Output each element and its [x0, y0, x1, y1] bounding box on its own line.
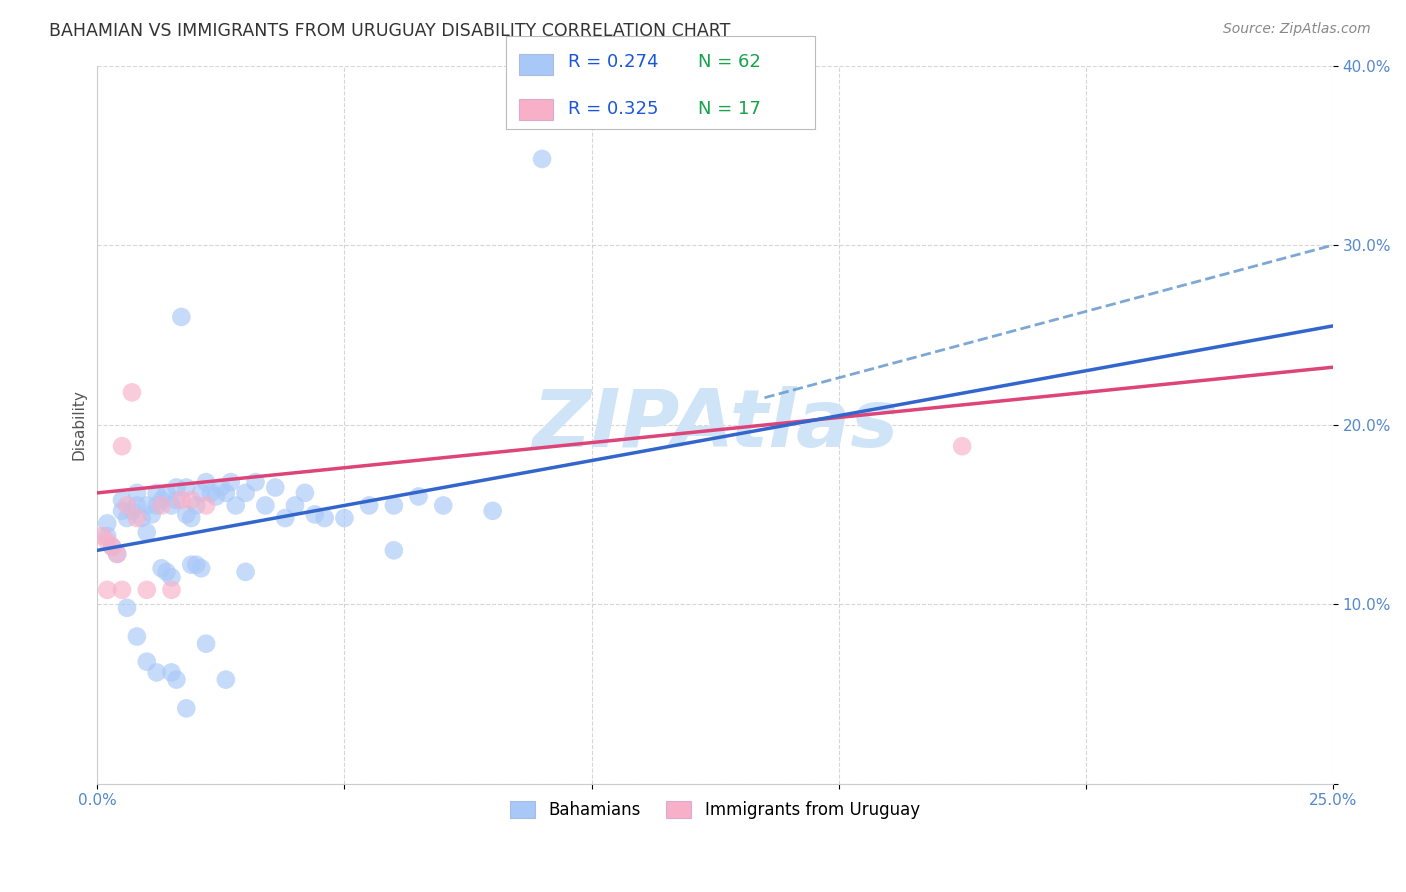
- Text: R = 0.325: R = 0.325: [568, 100, 658, 118]
- Point: [115, 511, 138, 525]
- Point: [96, 529, 118, 543]
- Point: [160, 499, 183, 513]
- Point: [111, 493, 134, 508]
- Point: [125, 499, 148, 513]
- Point: [115, 600, 138, 615]
- Point: [209, 481, 232, 495]
- Point: [141, 508, 163, 522]
- Text: R = 0.274: R = 0.274: [568, 53, 658, 70]
- Legend: Bahamians, Immigrants from Uruguay: Bahamians, Immigrants from Uruguay: [503, 794, 927, 826]
- Point: [180, 493, 202, 508]
- Point: [200, 486, 222, 500]
- Point: [531, 152, 554, 166]
- Point: [235, 565, 257, 579]
- Point: [245, 475, 267, 489]
- Point: [195, 499, 218, 513]
- Point: [205, 490, 228, 504]
- Point: [150, 493, 173, 508]
- Point: [111, 439, 134, 453]
- Text: N = 17: N = 17: [697, 100, 761, 118]
- Point: [190, 486, 212, 500]
- Point: [96, 582, 118, 597]
- Point: [190, 561, 212, 575]
- FancyBboxPatch shape: [519, 54, 553, 75]
- Point: [165, 493, 187, 508]
- Point: [180, 558, 202, 572]
- Point: [195, 475, 218, 489]
- Point: [176, 508, 198, 522]
- FancyBboxPatch shape: [519, 99, 553, 120]
- Point: [359, 499, 381, 513]
- Point: [96, 534, 118, 549]
- Point: [170, 493, 193, 508]
- Point: [145, 486, 167, 500]
- Point: [176, 701, 198, 715]
- Point: [382, 543, 405, 558]
- Point: [111, 582, 134, 597]
- Point: [186, 499, 208, 513]
- Point: [170, 310, 193, 324]
- Point: [225, 499, 247, 513]
- Point: [155, 565, 177, 579]
- Point: [160, 570, 183, 584]
- Point: [135, 582, 157, 597]
- Point: [105, 547, 128, 561]
- Point: [186, 558, 208, 572]
- Point: [219, 475, 242, 489]
- Point: [96, 516, 118, 531]
- Point: [195, 637, 218, 651]
- Point: [125, 486, 148, 500]
- Point: [481, 504, 503, 518]
- Point: [235, 486, 257, 500]
- Text: Source: ZipAtlas.com: Source: ZipAtlas.com: [1223, 22, 1371, 37]
- Point: [294, 486, 316, 500]
- Point: [254, 499, 277, 513]
- Point: [135, 525, 157, 540]
- Point: [135, 499, 157, 513]
- Point: [160, 582, 183, 597]
- Point: [121, 504, 143, 518]
- Text: BAHAMIAN VS IMMIGRANTS FROM URUGUAY DISABILITY CORRELATION CHART: BAHAMIAN VS IMMIGRANTS FROM URUGUAY DISA…: [49, 22, 731, 40]
- Point: [91, 529, 114, 543]
- Point: [215, 673, 238, 687]
- Point: [105, 547, 128, 561]
- Point: [111, 504, 134, 518]
- Point: [125, 630, 148, 644]
- Point: [155, 486, 177, 500]
- Point: [145, 665, 167, 680]
- Point: [432, 499, 454, 513]
- Point: [382, 499, 405, 513]
- Text: N = 62: N = 62: [697, 53, 761, 70]
- Point: [131, 511, 153, 525]
- Point: [314, 511, 336, 525]
- Point: [160, 665, 183, 680]
- Point: [950, 439, 973, 453]
- Y-axis label: Disability: Disability: [72, 389, 86, 460]
- Point: [180, 511, 202, 525]
- Point: [274, 511, 297, 525]
- Point: [145, 499, 167, 513]
- Point: [264, 481, 287, 495]
- Point: [215, 486, 238, 500]
- Point: [125, 511, 148, 525]
- Point: [165, 673, 187, 687]
- Point: [333, 511, 356, 525]
- Point: [304, 508, 326, 522]
- Point: [408, 490, 430, 504]
- Point: [150, 561, 173, 575]
- Point: [121, 385, 143, 400]
- Point: [101, 540, 124, 554]
- Point: [165, 481, 187, 495]
- Point: [115, 499, 138, 513]
- Point: [284, 499, 307, 513]
- Point: [176, 481, 198, 495]
- Point: [135, 655, 157, 669]
- Point: [150, 499, 173, 513]
- Text: ZIPAtlas: ZIPAtlas: [531, 385, 898, 464]
- Point: [101, 540, 124, 554]
